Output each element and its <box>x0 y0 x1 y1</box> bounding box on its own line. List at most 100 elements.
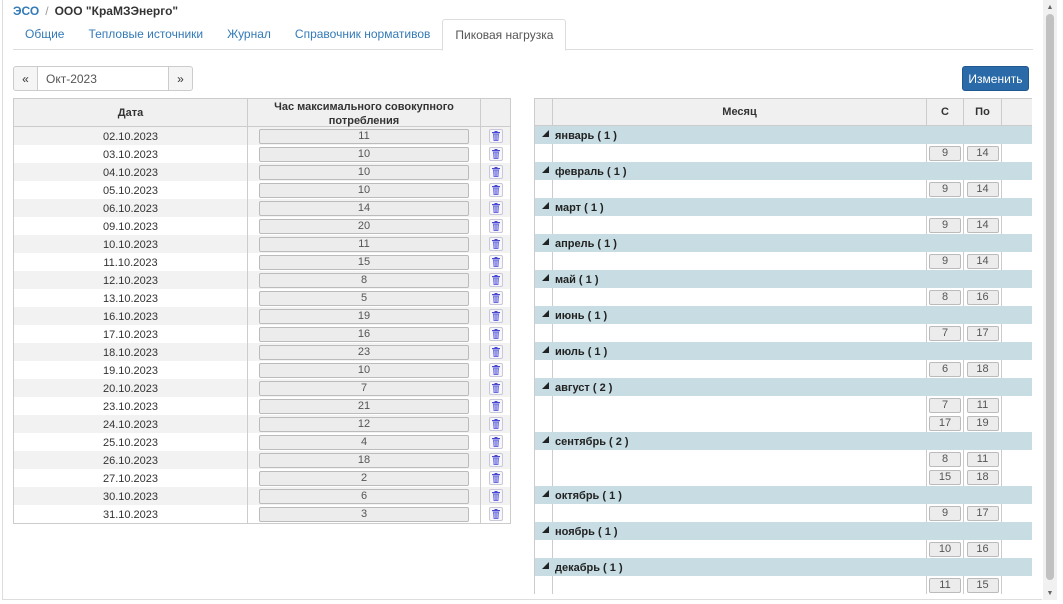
month-group-row[interactable]: апрель ( 1 ) <box>535 234 1032 252</box>
peak-hour-input[interactable]: 19 <box>259 308 469 324</box>
range-from-input[interactable]: 11 <box>929 577 961 593</box>
triangle-down-icon[interactable] <box>535 342 555 360</box>
range-from-input[interactable]: 6 <box>929 361 961 377</box>
range-to-input[interactable]: 14 <box>966 181 999 197</box>
delete-row-button[interactable] <box>488 255 503 269</box>
peak-hour-input[interactable]: 11 <box>259 128 469 144</box>
delete-row-button[interactable] <box>488 489 503 503</box>
next-month-button[interactable]: » <box>168 66 193 91</box>
range-from-input[interactable]: 17 <box>929 415 961 431</box>
peak-hour-input[interactable]: 5 <box>259 290 469 306</box>
triangle-down-icon[interactable] <box>535 432 555 450</box>
peak-hour-input[interactable]: 10 <box>259 182 469 198</box>
scroll-down-arrow-icon[interactable]: ▼ <box>1046 589 1054 597</box>
range-from-input[interactable]: 9 <box>929 145 961 161</box>
range-to-input[interactable]: 14 <box>966 217 999 233</box>
peak-hour-input[interactable]: 15 <box>259 254 469 270</box>
delete-row-button[interactable] <box>488 129 503 143</box>
month-group-row[interactable]: август ( 2 ) <box>535 378 1032 396</box>
month-input[interactable] <box>38 66 168 91</box>
range-to-input[interactable]: 11 <box>966 451 999 467</box>
range-to-input[interactable]: 15 <box>966 577 999 593</box>
peak-hour-input[interactable]: 7 <box>259 380 469 396</box>
triangle-down-icon[interactable] <box>535 126 555 144</box>
peak-hour-input[interactable]: 2 <box>259 470 469 486</box>
peak-hour-input[interactable]: 23 <box>259 344 469 360</box>
triangle-down-icon[interactable] <box>535 558 555 576</box>
range-to-input[interactable]: 18 <box>966 361 999 377</box>
triangle-down-icon[interactable] <box>535 198 555 216</box>
delete-row-button[interactable] <box>488 327 503 341</box>
tab-journal[interactable]: Журнал <box>227 27 271 41</box>
delete-row-button[interactable] <box>488 435 503 449</box>
peak-hour-input[interactable]: 16 <box>259 326 469 342</box>
month-group-row[interactable]: июнь ( 1 ) <box>535 306 1032 324</box>
delete-row-button[interactable] <box>488 507 503 521</box>
delete-row-button[interactable] <box>488 165 503 179</box>
range-from-input[interactable]: 10 <box>929 541 961 557</box>
delete-row-button[interactable] <box>488 291 503 305</box>
range-from-input[interactable]: 9 <box>929 505 961 521</box>
delete-row-button[interactable] <box>488 399 503 413</box>
range-from-input[interactable]: 7 <box>929 397 961 413</box>
triangle-down-icon[interactable] <box>535 522 555 540</box>
peak-hour-input[interactable]: 12 <box>259 416 469 432</box>
edit-button[interactable]: Изменить <box>962 66 1029 91</box>
delete-row-button[interactable] <box>488 237 503 251</box>
triangle-down-icon[interactable] <box>535 486 555 504</box>
peak-hour-input[interactable]: 8 <box>259 272 469 288</box>
triangle-down-icon[interactable] <box>535 162 555 180</box>
range-from-input[interactable]: 15 <box>929 469 961 485</box>
breadcrumb-root-link[interactable]: ЭСО <box>13 4 40 18</box>
range-from-input[interactable]: 8 <box>929 289 961 305</box>
month-group-row[interactable]: декабрь ( 1 ) <box>535 558 1032 576</box>
triangle-down-icon[interactable] <box>535 378 555 396</box>
range-to-input[interactable]: 18 <box>966 469 999 485</box>
delete-row-button[interactable] <box>488 453 503 467</box>
month-group-row[interactable]: октябрь ( 1 ) <box>535 486 1032 504</box>
range-to-input[interactable]: 17 <box>966 505 999 521</box>
peak-hour-input[interactable]: 21 <box>259 398 469 414</box>
peak-hour-input[interactable]: 18 <box>259 452 469 468</box>
peak-hour-input[interactable]: 10 <box>259 164 469 180</box>
peak-hour-input[interactable]: 6 <box>259 488 469 504</box>
delete-row-button[interactable] <box>488 183 503 197</box>
peak-hour-input[interactable]: 10 <box>259 362 469 378</box>
tab-peak-load[interactable]: Пиковая нагрузка <box>442 19 567 51</box>
delete-row-button[interactable] <box>488 147 503 161</box>
peak-hour-input[interactable]: 14 <box>259 200 469 216</box>
triangle-down-icon[interactable] <box>535 306 555 324</box>
range-to-input[interactable]: 16 <box>966 289 999 305</box>
delete-row-button[interactable] <box>488 201 503 215</box>
peak-hour-input[interactable]: 20 <box>259 218 469 234</box>
peak-hour-input[interactable]: 4 <box>259 434 469 450</box>
peak-hour-input[interactable]: 10 <box>259 146 469 162</box>
month-group-row[interactable]: март ( 1 ) <box>535 198 1032 216</box>
delete-row-button[interactable] <box>488 345 503 359</box>
delete-row-button[interactable] <box>488 309 503 323</box>
month-group-row[interactable]: январь ( 1 ) <box>535 126 1032 144</box>
delete-row-button[interactable] <box>488 273 503 287</box>
page-scrollbar[interactable]: ▲ ▼ <box>1043 0 1057 600</box>
tab-heat-sources[interactable]: Тепловые источники <box>88 27 204 41</box>
delete-row-button[interactable] <box>488 417 503 431</box>
range-to-input[interactable]: 14 <box>966 145 999 161</box>
delete-row-button[interactable] <box>488 471 503 485</box>
peak-hour-input[interactable]: 3 <box>259 506 469 522</box>
prev-month-button[interactable]: « <box>13 66 38 91</box>
month-group-row[interactable]: ноябрь ( 1 ) <box>535 522 1032 540</box>
range-from-input[interactable]: 9 <box>929 217 961 233</box>
scroll-up-arrow-icon[interactable]: ▲ <box>1046 3 1054 11</box>
scroll-thumb[interactable] <box>1046 14 1054 580</box>
month-group-row[interactable]: май ( 1 ) <box>535 270 1032 288</box>
delete-row-button[interactable] <box>488 381 503 395</box>
month-group-row[interactable]: сентябрь ( 2 ) <box>535 432 1032 450</box>
triangle-down-icon[interactable] <box>535 234 555 252</box>
range-to-input[interactable]: 19 <box>966 415 999 431</box>
range-to-input[interactable]: 17 <box>966 325 999 341</box>
tab-general[interactable]: Общие <box>25 27 65 41</box>
month-group-row[interactable]: июль ( 1 ) <box>535 342 1032 360</box>
range-to-input[interactable]: 16 <box>966 541 999 557</box>
month-group-row[interactable]: февраль ( 1 ) <box>535 162 1032 180</box>
range-from-input[interactable]: 9 <box>929 181 961 197</box>
